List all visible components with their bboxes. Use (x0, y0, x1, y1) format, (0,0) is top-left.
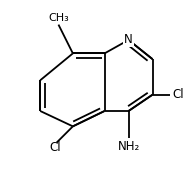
Text: Cl: Cl (173, 88, 184, 101)
Text: Cl: Cl (49, 141, 61, 154)
Text: NH₂: NH₂ (117, 140, 140, 153)
Text: N: N (124, 33, 133, 46)
Text: CH₃: CH₃ (48, 13, 69, 23)
